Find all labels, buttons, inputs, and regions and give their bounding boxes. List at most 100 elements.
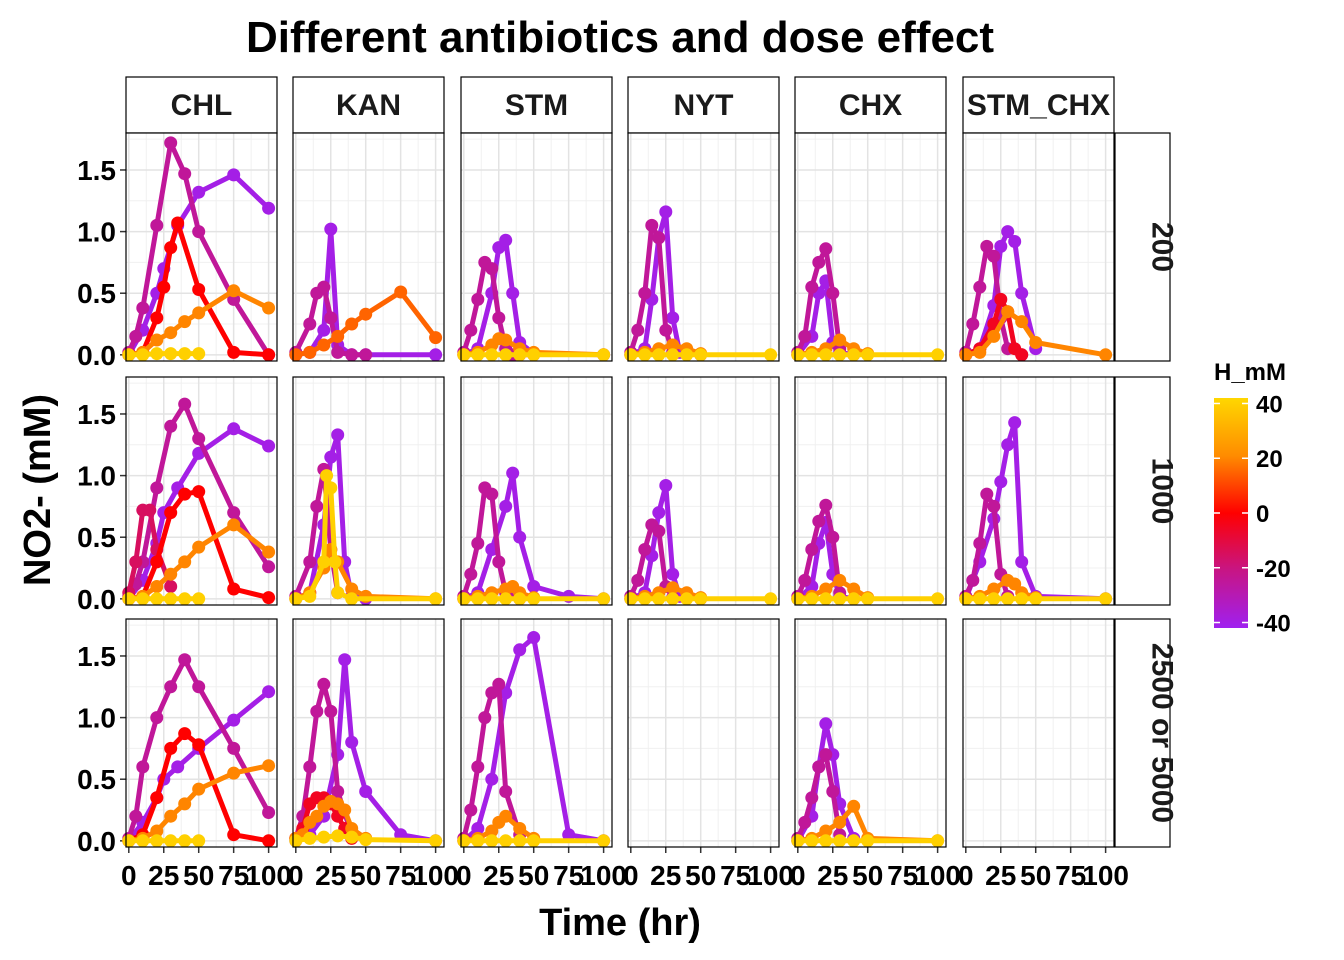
data-point	[833, 592, 847, 606]
data-point	[150, 791, 164, 805]
data-point	[499, 333, 513, 347]
data-point	[143, 503, 157, 517]
data-point	[150, 311, 164, 325]
x-tick-label: 25	[148, 860, 179, 891]
data-point	[227, 741, 241, 755]
data-point	[513, 530, 527, 544]
data-point	[157, 280, 171, 294]
data-point	[499, 785, 513, 798]
x-tick-label: 100	[1082, 860, 1129, 891]
data-point	[1099, 348, 1113, 362]
data-point	[931, 348, 945, 362]
data-point	[833, 815, 847, 829]
data-point	[819, 348, 833, 362]
legend-tick-label: -20	[1256, 556, 1291, 583]
data-point	[959, 348, 973, 362]
data-point	[129, 329, 143, 343]
x-tick-label: 75	[553, 860, 584, 891]
data-point	[506, 466, 520, 480]
data-point	[791, 348, 805, 362]
y-tick-label: 0.0	[77, 584, 116, 615]
data-point	[652, 506, 666, 520]
data-point	[931, 592, 945, 606]
data-point	[513, 834, 527, 848]
x-tick-label: 100	[747, 860, 794, 891]
panel-border	[460, 376, 613, 606]
data-point	[506, 286, 520, 300]
x-tick-label: 75	[887, 860, 918, 891]
data-point	[847, 834, 861, 848]
data-point	[345, 592, 359, 606]
panel-border	[962, 376, 1115, 606]
data-point	[331, 329, 345, 343]
data-point	[317, 555, 331, 569]
data-point	[227, 582, 241, 596]
data-point	[1008, 235, 1022, 248]
data-point	[150, 347, 164, 361]
data-point	[192, 225, 206, 239]
data-point	[527, 834, 541, 848]
col-strip	[627, 76, 780, 134]
x-tick-label: 50	[852, 860, 883, 891]
x-tick-label: 50	[685, 860, 716, 891]
data-point	[631, 573, 645, 587]
data-point	[164, 809, 178, 823]
data-point	[289, 592, 303, 606]
data-point	[1001, 225, 1015, 239]
x-tick-label: 75	[720, 860, 751, 891]
data-point	[317, 830, 331, 844]
panel-border	[460, 132, 613, 362]
data-point	[227, 284, 241, 298]
data-point	[987, 592, 1001, 606]
data-point	[150, 333, 164, 347]
data-point	[666, 567, 680, 581]
data-point	[527, 348, 541, 362]
data-point	[847, 348, 861, 362]
data-point	[262, 685, 276, 699]
data-point	[798, 815, 812, 829]
data-point	[164, 567, 178, 581]
data-point	[833, 348, 847, 362]
data-point	[178, 797, 192, 811]
data-point	[659, 205, 673, 219]
data-point	[527, 592, 541, 606]
data-point	[1001, 438, 1015, 452]
data-point	[164, 347, 178, 361]
col-strip	[125, 76, 278, 134]
data-point	[303, 317, 317, 331]
y-tick-label: 0.5	[77, 278, 116, 309]
data-point	[499, 809, 513, 823]
data-point	[227, 345, 241, 359]
data-point	[136, 834, 150, 848]
panel-border	[627, 132, 780, 362]
data-point	[192, 432, 206, 446]
x-tick-label: 100	[914, 860, 961, 891]
data-point	[324, 450, 338, 464]
data-point	[638, 348, 652, 362]
data-point	[429, 592, 443, 606]
panel-border	[125, 132, 278, 362]
row-strip-label: 200	[1146, 222, 1179, 272]
data-point	[987, 582, 1001, 596]
data-point	[1029, 336, 1043, 349]
data-point	[227, 422, 241, 436]
y-tick-label: 1.5	[77, 399, 116, 430]
data-point	[471, 292, 485, 306]
data-point	[638, 543, 652, 556]
data-point	[320, 469, 334, 483]
data-point	[262, 301, 276, 315]
data-point	[805, 834, 819, 848]
data-point	[345, 582, 359, 596]
data-point	[317, 323, 331, 337]
x-tick-label: 50	[183, 860, 214, 891]
data-point	[966, 317, 980, 331]
x-tick-label: 75	[218, 860, 249, 891]
data-point	[959, 592, 973, 606]
x-tick-label: 100	[580, 860, 627, 891]
data-point	[164, 680, 178, 694]
data-point	[805, 348, 819, 362]
data-point	[819, 748, 833, 762]
data-point	[359, 785, 373, 798]
x-tick-label: 0	[958, 860, 974, 891]
data-point	[694, 348, 708, 362]
